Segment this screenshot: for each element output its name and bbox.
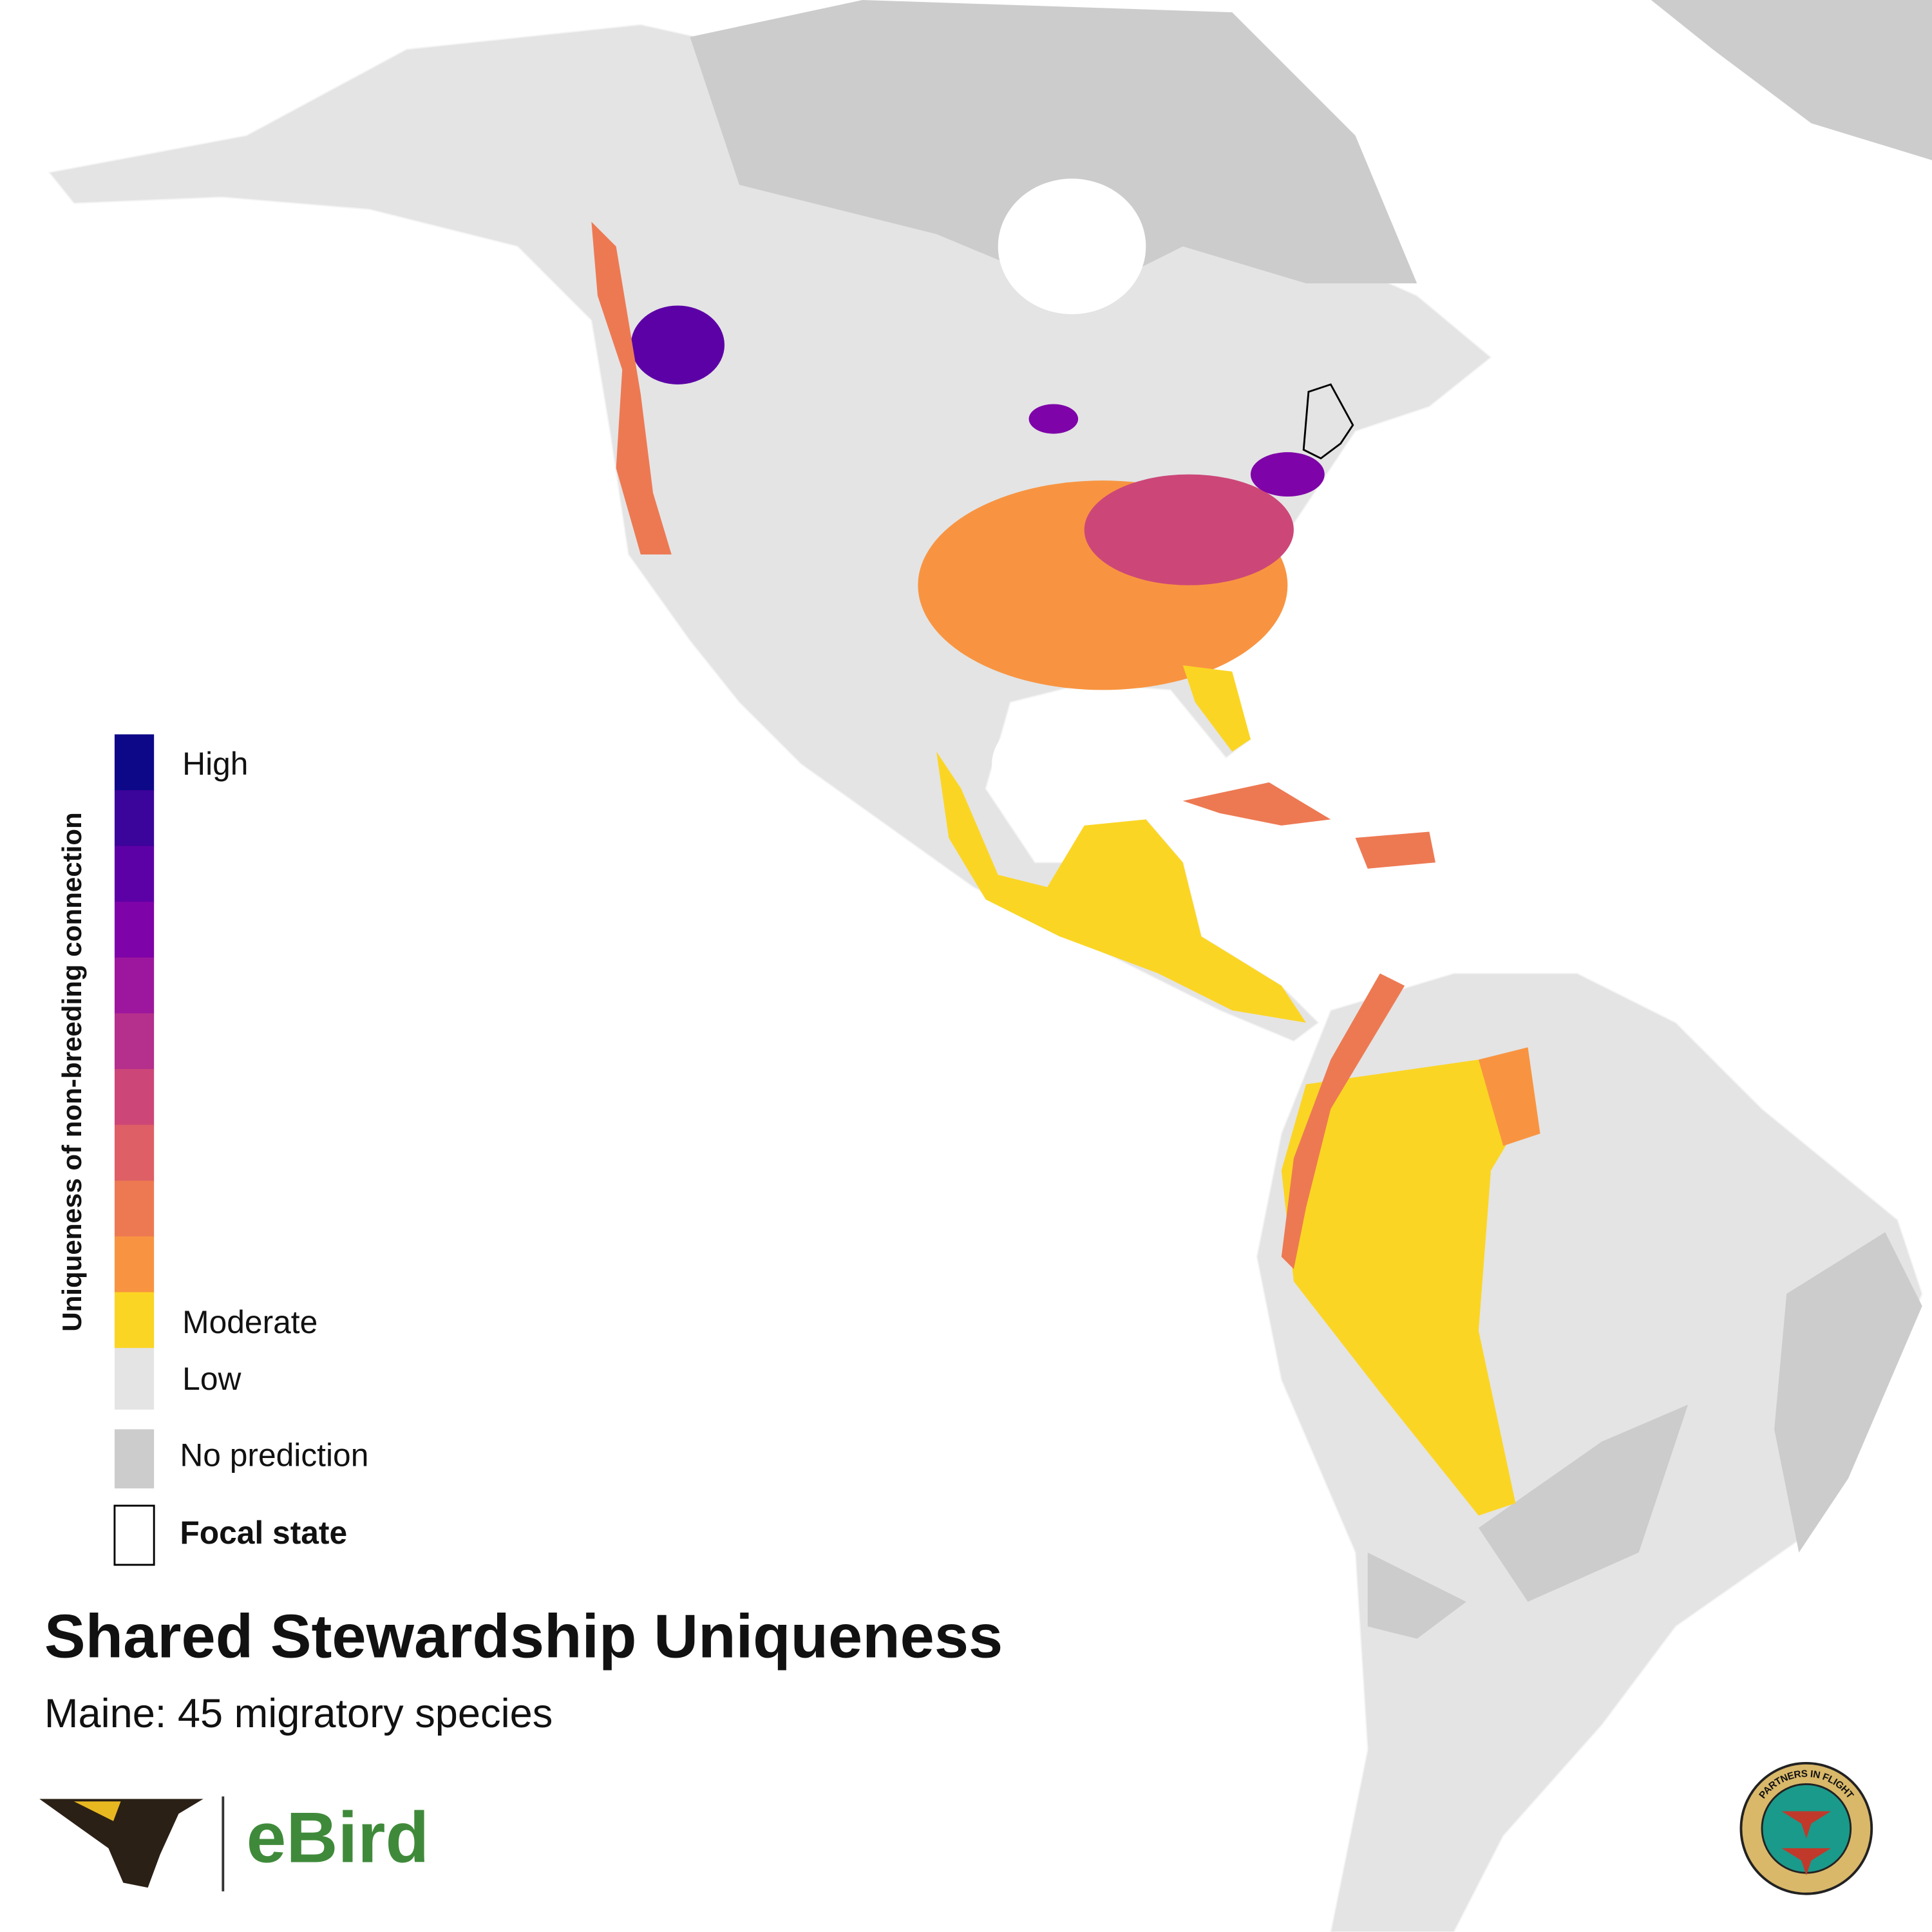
legend-swatch: [114, 1013, 155, 1070]
legend-no-prediction-swatch: [114, 1429, 155, 1489]
legend-title: Uniqueness of non-breeding connection: [57, 812, 87, 1332]
region-great-lakes: [1028, 404, 1079, 434]
legend-low-swatch: [114, 1348, 155, 1410]
basemap: [48, 0, 1932, 1932]
region-amazon-orange: [1478, 1047, 1540, 1146]
region-pacific-coast: [591, 222, 672, 554]
legend-high: High: [182, 746, 248, 782]
legend-swatch: [114, 1069, 155, 1126]
arctic-no-prediction: [690, 0, 1417, 296]
ebird-logo: eBird: [39, 1796, 430, 1891]
hudson-bay: [998, 178, 1146, 314]
uniqueness-surface: [591, 222, 1540, 1516]
legend-swatch: [114, 957, 155, 1014]
pif-seal: PARTNERS IN FLIGHT: [1739, 1761, 1873, 1895]
ebird-bird-accent: [73, 1801, 121, 1821]
legend-focal-state: Focal state: [180, 1515, 347, 1551]
region-mexico-central-america: [936, 752, 1307, 1023]
region-eastern-us-high: [1084, 474, 1294, 585]
gulf-of-mexico: [992, 702, 1189, 826]
region-florida: [1182, 665, 1251, 752]
greenland: [1651, 0, 1932, 160]
region-northeast: [1250, 452, 1325, 497]
ebird-wordmark: eBird: [247, 1798, 430, 1878]
south-america-no-prediction: [1367, 1232, 1922, 1639]
legend-swatch: [114, 1124, 155, 1182]
legend-moderate: Moderate: [182, 1304, 317, 1340]
ebird-bird-icon: [39, 1799, 204, 1888]
region-caribbean: [1182, 782, 1435, 869]
region-andes: [1281, 973, 1405, 1269]
legend-swatch: [114, 790, 155, 847]
seal-birds: [1781, 1811, 1832, 1875]
legend-swatch: [114, 1236, 155, 1293]
legend-swatch: [114, 902, 155, 958]
legend-low: Low: [182, 1361, 242, 1397]
legend-swatch: [114, 846, 155, 903]
legend-swatch: [114, 1292, 155, 1349]
legend-swatch: [114, 1180, 155, 1237]
legend-no-prediction: No prediction: [180, 1437, 368, 1473]
title: Shared Stewardship Uniqueness: [44, 1602, 1003, 1671]
focal-state-outline: [1302, 383, 1354, 460]
subtitle: Maine: 45 migratory species: [44, 1691, 553, 1736]
region-south-america: [1281, 1059, 1528, 1516]
legend-swatch: [114, 734, 155, 791]
legend: Uniqueness of non-breeding connection Hi…: [57, 734, 368, 1566]
region-pacific-northwest: [630, 305, 724, 384]
focal-state-swatch: [113, 1504, 155, 1566]
